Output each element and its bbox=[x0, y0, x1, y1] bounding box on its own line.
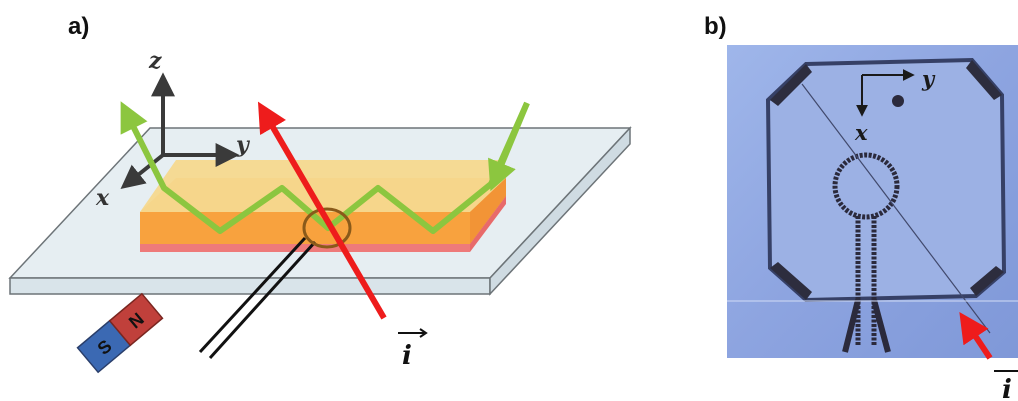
current-symbol-a: i bbox=[402, 341, 412, 371]
b-x-axis-label: x bbox=[854, 120, 868, 145]
x-axis bbox=[120, 153, 165, 189]
substrate-side bbox=[489, 126, 631, 296]
film-bottom-stripe bbox=[140, 244, 470, 252]
coil-wires bbox=[198, 207, 352, 360]
axes-b: y x bbox=[854, 66, 936, 145]
film-top-layer bbox=[140, 160, 506, 212]
photo-particle bbox=[892, 95, 904, 107]
detection-coil bbox=[302, 207, 352, 249]
film-bottom-stripe-side bbox=[470, 196, 506, 252]
substrate-front bbox=[9, 277, 491, 295]
chip-coil-leads bbox=[855, 216, 877, 345]
x-axis-label: x bbox=[95, 185, 110, 211]
chip-corner-br bbox=[970, 266, 1004, 296]
film-right-face bbox=[470, 178, 506, 244]
panel-a-label: a) bbox=[68, 13, 89, 40]
chip-corner-bl bbox=[770, 262, 812, 300]
magnet-north-pole bbox=[108, 292, 164, 347]
film-stack bbox=[140, 160, 506, 252]
light-beam-input-arrow bbox=[488, 101, 530, 192]
current-label-a: i bbox=[398, 328, 428, 371]
chip-corner-tr bbox=[966, 60, 1002, 100]
magnet: S N bbox=[76, 292, 164, 374]
chip-coil-ring bbox=[832, 152, 900, 220]
sample-photo bbox=[727, 45, 1018, 358]
current-symbol-b: i bbox=[1002, 375, 1012, 401]
panel-b-label: b) bbox=[704, 13, 727, 40]
b-y-axis-label: y bbox=[921, 66, 936, 91]
current-label-b: i bbox=[994, 370, 1018, 401]
chip-pad-right bbox=[871, 299, 891, 353]
laser-arrow-b bbox=[959, 312, 993, 360]
chip-outline bbox=[765, 57, 1007, 303]
chip-corner-tl bbox=[770, 64, 812, 106]
y-axis-label: y bbox=[235, 132, 251, 158]
light-beam-path bbox=[120, 101, 530, 234]
photo-fiber-line bbox=[801, 83, 991, 334]
chip-pad-left bbox=[842, 299, 861, 353]
z-axis-label: z bbox=[148, 48, 162, 74]
axes-a: z y x bbox=[95, 48, 251, 211]
laser-beam bbox=[257, 101, 387, 320]
